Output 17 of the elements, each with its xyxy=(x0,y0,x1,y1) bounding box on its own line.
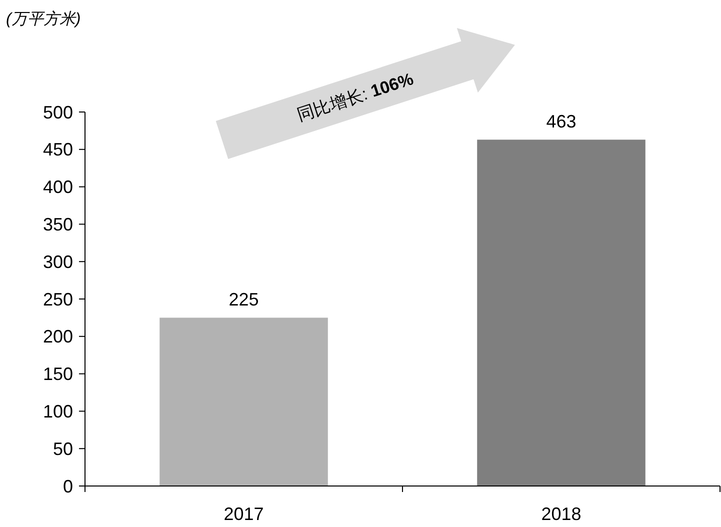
y-tick-label: 450 xyxy=(42,140,73,160)
y-axis-title: (万平方米) xyxy=(6,10,81,28)
y-tick-label: 300 xyxy=(42,252,73,272)
y-tick-label: 250 xyxy=(42,289,73,310)
y-tick-label: 500 xyxy=(42,102,73,122)
x-tick-label: 2018 xyxy=(541,504,582,524)
y-tick-label: 400 xyxy=(42,177,73,198)
annotation: 同比增长: 106% xyxy=(294,69,416,125)
x-tick-label: 2017 xyxy=(224,504,264,524)
data-label: 225 xyxy=(228,290,259,310)
data-label: 463 xyxy=(546,112,576,132)
y-tick-label: 150 xyxy=(42,364,73,384)
y-tick-label: 200 xyxy=(42,326,73,347)
y-tick-label: 350 xyxy=(42,214,73,234)
y-tick-label: 0 xyxy=(62,476,73,496)
y-tick-label: 50 xyxy=(52,438,73,459)
y-tick-label: 100 xyxy=(42,402,73,422)
